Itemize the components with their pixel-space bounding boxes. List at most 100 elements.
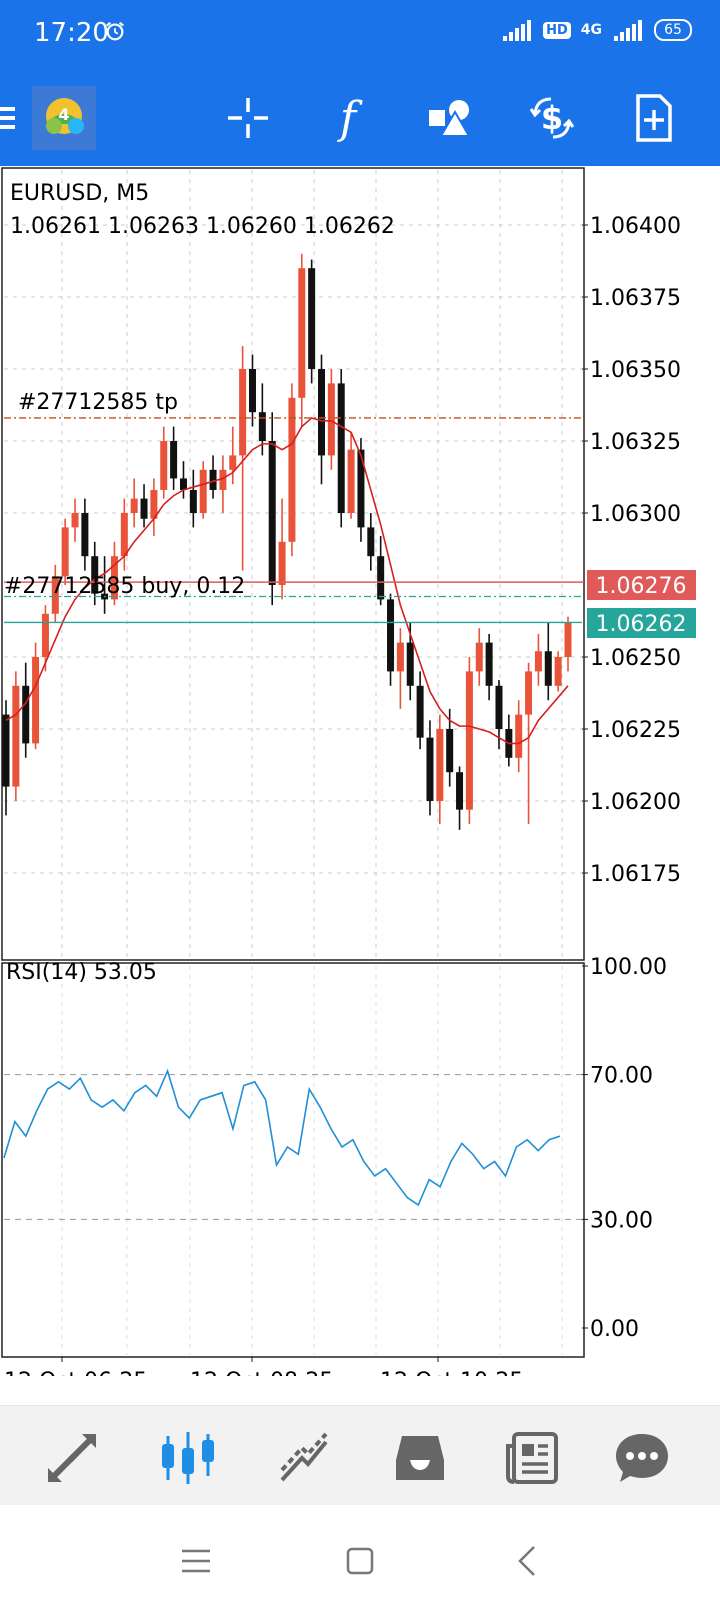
candle-body <box>199 469 207 513</box>
candle-body <box>248 369 256 413</box>
price-axis: 1.06400 1.06375 1.06350 1.06325 1.06300 1.062… <box>582 214 681 887</box>
candle-body <box>268 441 276 585</box>
candle-body <box>327 383 335 456</box>
candle-body <box>515 714 523 758</box>
signal-icon-2 <box>614 20 642 41</box>
ohlc-readout: 1.06261 1.06263 1.06260 1.06262 <box>10 214 395 239</box>
candle-body <box>12 685 20 787</box>
candle-body <box>120 513 128 557</box>
candle-body <box>465 671 473 810</box>
price-tick-label: 1.06300 <box>590 502 681 527</box>
candle-body <box>485 642 493 686</box>
candle-body <box>61 527 69 577</box>
candle-body <box>160 441 168 490</box>
chart-area[interactable]: 1.06400 1.06375 1.06350 1.06325 1.06300 1.062… <box>0 166 720 1376</box>
candle-body <box>475 642 483 672</box>
candle-body <box>179 478 187 490</box>
status-bar: 17:20 HD 4G 65 <box>0 0 720 70</box>
trade-nav-icon[interactable] <box>272 1426 336 1490</box>
candle-body <box>367 527 375 557</box>
trade-icon[interactable]: $ <box>522 88 582 148</box>
crosshair-icon[interactable] <box>218 88 278 148</box>
recent-apps-icon[interactable] <box>176 1541 216 1581</box>
candle-body <box>525 671 533 715</box>
app-toolbar: 4 f $ <box>0 70 720 166</box>
order-price-tag: 1.06276 <box>596 574 687 599</box>
rsi-title: RSI(14) 53.05 <box>6 960 157 985</box>
candle-body <box>278 541 286 585</box>
candle-body <box>32 657 40 744</box>
candle-body <box>564 622 572 657</box>
candle-body <box>544 651 552 686</box>
candle-body <box>337 383 345 513</box>
messages-icon[interactable] <box>610 1426 674 1490</box>
candles <box>2 253 572 830</box>
rsi-tick-label: 30.00 <box>590 1208 653 1233</box>
back-icon[interactable] <box>508 1541 548 1581</box>
price-tick-label: 1.06175 <box>590 862 681 887</box>
candle-body <box>495 685 503 729</box>
chart-icon[interactable] <box>156 1426 220 1490</box>
time-axis: 12 Oct 06:25 12 Oct 08:25 12 Oct 10:25 <box>4 1356 523 1376</box>
candle-body <box>318 369 326 456</box>
candle-body <box>130 498 138 513</box>
candle-body <box>22 685 30 744</box>
moving-average-line <box>5 417 569 745</box>
bottom-navigation <box>0 1405 720 1506</box>
rsi-tick-label: 100.00 <box>590 955 667 980</box>
quotes-icon[interactable] <box>40 1426 104 1490</box>
metatrader-logo[interactable]: 4 <box>32 86 96 150</box>
clock: 17:20 <box>34 18 109 48</box>
candle-body <box>258 412 266 441</box>
tp-label: #27712585 tp <box>18 390 178 415</box>
candle-body <box>554 657 562 686</box>
candle-body <box>426 737 434 801</box>
rsi-axis: 100.00 70.00 30.00 0.00 <box>582 955 667 1342</box>
order-label: #27712585 buy, 0.12 <box>4 574 245 599</box>
candle-body <box>81 513 89 557</box>
time-tick-label: 12 Oct 08:25 <box>190 1369 333 1376</box>
candle-body <box>396 642 404 672</box>
candle-body <box>406 642 414 686</box>
chart-symbol-title: EURUSD, M5 <box>10 181 149 206</box>
new-order-icon[interactable] <box>624 88 684 148</box>
svg-text:$: $ <box>541 99 563 137</box>
candle-body <box>110 556 118 600</box>
current-price-tag-bg <box>587 608 696 638</box>
system-navigation <box>0 1505 720 1600</box>
candle-body <box>446 729 454 773</box>
main-chart-frame <box>1 167 585 961</box>
price-tick-label: 1.06400 <box>590 214 681 239</box>
order-price-tag-bg <box>587 570 696 600</box>
news-icon[interactable] <box>500 1426 564 1490</box>
price-tick-label: 1.06250 <box>590 646 681 671</box>
candle-body <box>150 489 158 519</box>
battery-indicator: 65 <box>654 19 692 41</box>
candle-body <box>436 729 444 801</box>
candle-body <box>2 714 10 787</box>
candle-body <box>308 268 316 369</box>
candle-body <box>357 449 365 528</box>
objects-icon[interactable] <box>420 88 480 148</box>
status-icons: HD 4G 65 <box>501 18 692 42</box>
candle-body <box>71 513 79 528</box>
home-icon[interactable] <box>340 1541 380 1581</box>
candle-body <box>219 469 227 490</box>
menu-icon[interactable] <box>0 88 26 148</box>
chart-grid <box>4 170 582 958</box>
time-tick-label: 12 Oct 10:25 <box>380 1369 523 1376</box>
alarm-icon <box>106 21 124 41</box>
candle-body <box>387 599 395 672</box>
indicators-icon[interactable]: f <box>318 88 378 148</box>
hd-badge: HD <box>543 21 571 39</box>
rsi-grid <box>4 966 582 1355</box>
candle-body <box>41 613 49 657</box>
price-tick-label: 1.06325 <box>590 430 681 455</box>
price-chart[interactable]: 1.06400 1.06375 1.06350 1.06325 1.06300 1.062… <box>0 166 720 1376</box>
current-price-tag: 1.06262 <box>596 612 687 637</box>
candle-body <box>534 651 542 672</box>
candle-body <box>239 369 247 456</box>
candle-body <box>229 455 237 470</box>
history-icon[interactable] <box>388 1426 452 1490</box>
candle-body <box>140 498 148 519</box>
